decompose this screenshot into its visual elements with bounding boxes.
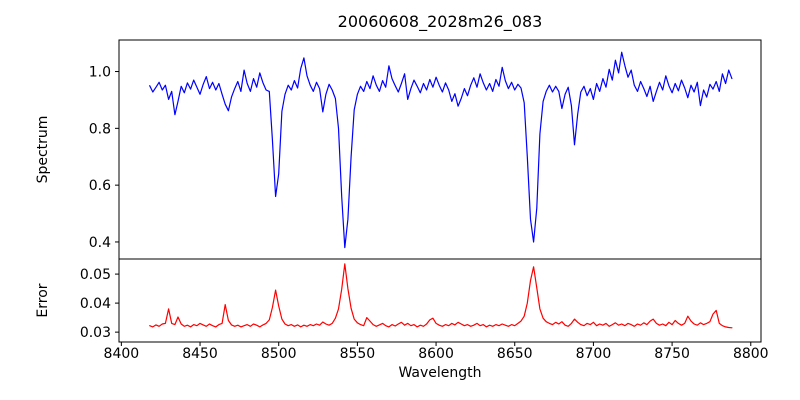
error-y-tick-label: 0.05: [80, 267, 111, 283]
spectrum-y-tick-label: 0.4: [89, 235, 111, 251]
error-line: [149, 263, 733, 329]
x-tick-label: 8600: [418, 346, 454, 362]
spectrum-y-tick-label: 0.8: [89, 121, 111, 137]
x-tick-label: 8500: [261, 346, 297, 362]
x-axis-ticks: 8400 8450 8500 8550 8600 8650 8700 8750 8800: [104, 342, 769, 362]
x-tick-label: 8750: [654, 346, 690, 362]
error-y-axis-label: Error: [35, 283, 51, 317]
x-tick-label: 8550: [340, 346, 376, 362]
x-tick-label: 8650: [497, 346, 533, 362]
spectrum-y-axis-label: Spectrum: [35, 116, 51, 184]
spectrum-y-tick-label: 0.6: [89, 178, 111, 194]
x-axis-label: Wavelength: [398, 365, 481, 381]
spectrum-y-tick-label: 1.0: [89, 65, 111, 81]
error-axes: 0.05 0.04 0.03: [80, 258, 762, 343]
spectrum-line: [149, 51, 733, 249]
spectrum-axes: 1.0 0.8 0.6 0.4: [89, 39, 762, 260]
x-tick-label: 8700: [576, 346, 612, 362]
axes-layer: 1.0 0.8 0.6 0.4 0.05 0.04 0.03 8400 8450 8500 8550…: [80, 39, 769, 362]
x-tick-label: 8800: [733, 346, 769, 362]
spectrum-frame: [118, 39, 762, 260]
error-y-tick-label: 0.04: [80, 296, 111, 312]
x-tick-label: 8450: [182, 346, 218, 362]
error-frame: [118, 258, 762, 343]
chart-title: 20060608_2028m26_083: [338, 12, 543, 32]
error-y-tick-label: 0.03: [80, 325, 111, 341]
x-tick-label: 8400: [104, 346, 140, 362]
